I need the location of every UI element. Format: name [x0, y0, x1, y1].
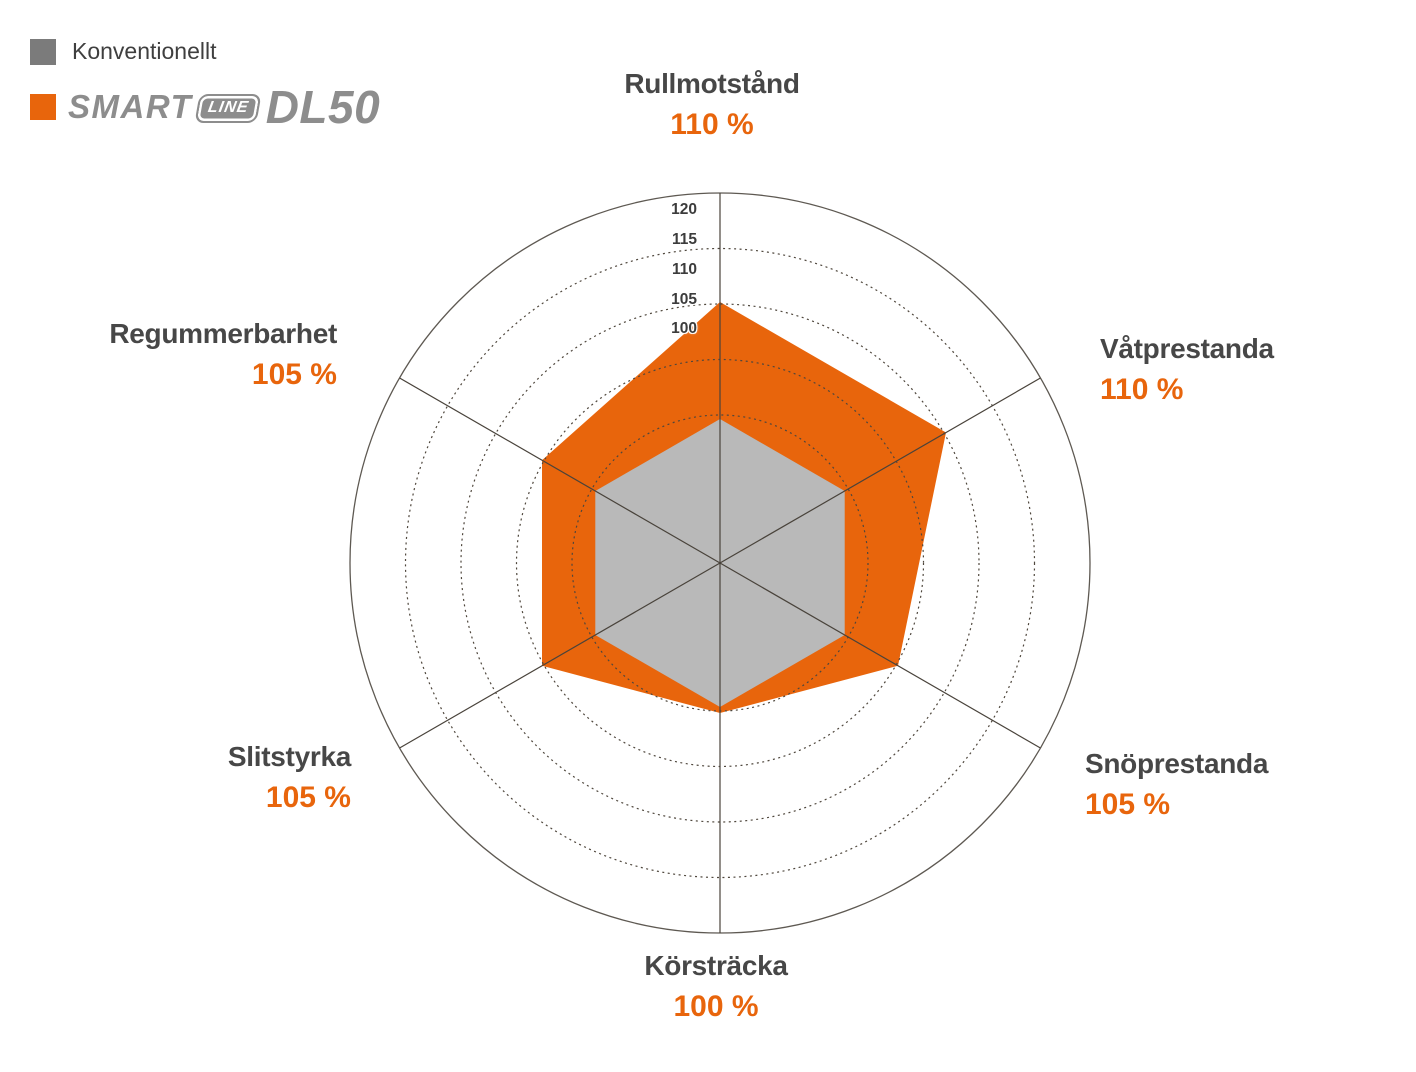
legend-label-conventional: Konventionellt	[72, 38, 217, 64]
axis-label-slitstyrka: Slitstyrka 105 %	[51, 741, 351, 815]
axis-label-rullmotstand: Rullmotstånd 110 %	[512, 68, 912, 142]
logo-badge-line: LINE	[194, 93, 263, 123]
logo-word-smart: Smart	[68, 88, 193, 125]
axis-value: 105 %	[251, 358, 337, 391]
axis-spoke	[719, 562, 1041, 749]
tick-label-100: 100	[671, 320, 697, 337]
axis-label-vatprestanda: Våtprestanda 110 %	[1100, 333, 1400, 407]
tick-label-105: 105	[671, 291, 697, 308]
axis-value: 100 %	[673, 990, 759, 1023]
axis-title: Rullmotstånd	[624, 68, 800, 99]
axis-title: Snöprestanda	[1085, 748, 1269, 779]
legend-item-conventional: Konventionellt	[30, 38, 217, 65]
axis-value: 105 %	[265, 781, 351, 814]
axis-title: Körsträcka	[644, 950, 788, 981]
axis-label-regummerbarhet: Regummerbarhet 105 %	[37, 318, 337, 392]
tick-label-115: 115	[671, 231, 697, 248]
axis-spoke	[399, 377, 721, 564]
logo-model-dl50: DL50	[265, 81, 381, 133]
radar-series-group	[542, 302, 946, 713]
legend-swatch-gray	[30, 38, 56, 65]
axis-value: 110 %	[1100, 373, 1184, 406]
axis-value: 110 %	[670, 108, 754, 141]
brand-logo: Smart LINE DL50	[68, 80, 380, 134]
axis-spoke	[399, 562, 721, 749]
axis-spoke	[719, 377, 1041, 564]
tick-label-120: 120	[671, 201, 697, 218]
axis-label-korstracka: Körsträcka 100 %	[516, 950, 916, 1024]
axis-title: Våtprestanda	[1100, 333, 1274, 364]
axis-label-snoprestanda: Snöprestanda 105 %	[1085, 748, 1385, 822]
axis-value: 105 %	[1085, 788, 1171, 821]
axis-title: Slitstyrka	[227, 741, 351, 772]
radar-axis-spokes	[399, 193, 1041, 933]
legend-item-smartline: Smart LINE DL50	[30, 80, 380, 134]
axis-title: Regummerbarhet	[109, 318, 337, 349]
grid-circle-110	[460, 303, 980, 823]
tick-label-110: 110	[671, 261, 697, 278]
legend-swatch-orange	[30, 94, 56, 120]
